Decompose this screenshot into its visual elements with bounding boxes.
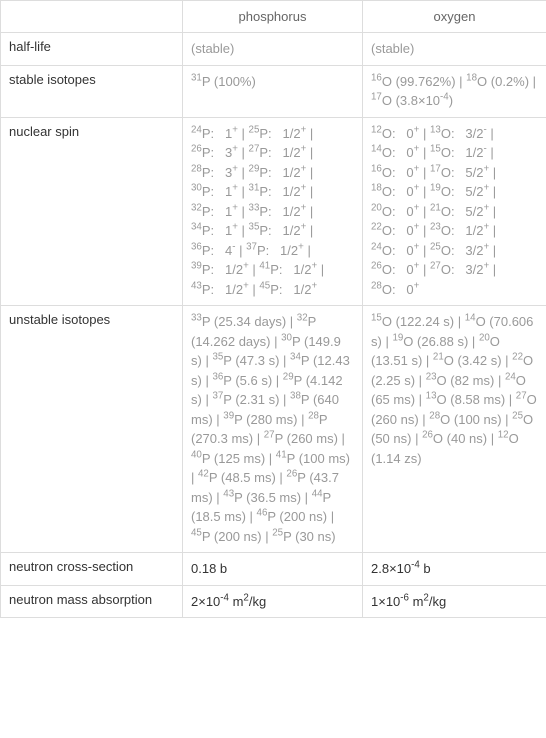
empty-corner-cell xyxy=(1,1,183,33)
nuclear-spin-phosphorus: 24P: 1+ | 25P: 1/2+ | 26P: 3+ | 27P: 1/2… xyxy=(183,117,363,306)
half-life-oxygen: (stable) xyxy=(363,33,546,66)
row-neutron-cross-section: neutron cross-section 0.18 b 2.8×10-4 b xyxy=(1,553,546,586)
unstable-isotopes-phosphorus: 33P (25.34 days) | 32P (14.262 days) | 3… xyxy=(183,306,363,553)
row-label-stable-isotopes: stable isotopes xyxy=(1,65,183,117)
row-stable-isotopes: stable isotopes 31P (100%) 16O (99.762%)… xyxy=(1,65,546,117)
row-half-life: half-life (stable) (stable) xyxy=(1,33,546,66)
row-label-unstable-isotopes: unstable isotopes xyxy=(1,306,183,553)
unstable-isotopes-oxygen: 15O (122.24 s) | 14O (70.606 s) | 19O (2… xyxy=(363,306,546,553)
neutron-cross-section-phosphorus: 0.18 b xyxy=(183,553,363,586)
row-label-neutron-cross-section: neutron cross-section xyxy=(1,553,183,586)
half-life-phosphorus: (stable) xyxy=(183,33,363,66)
row-label-neutron-mass-absorption: neutron mass absorption xyxy=(1,585,183,618)
row-label-nuclear-spin: nuclear spin xyxy=(1,117,183,306)
neutron-cross-section-oxygen: 2.8×10-4 b xyxy=(363,553,546,586)
column-header-oxygen: oxygen xyxy=(363,1,546,33)
row-unstable-isotopes: unstable isotopes 33P (25.34 days) | 32P… xyxy=(1,306,546,553)
row-neutron-mass-absorption: neutron mass absorption 2×10-4 m2/kg 1×1… xyxy=(1,585,546,618)
isotope-table: phosphorus oxygen half-life (stable) (st… xyxy=(0,0,546,618)
neutron-mass-absorption-oxygen: 1×10-6 m2/kg xyxy=(363,585,546,618)
neutron-mass-absorption-phosphorus: 2×10-4 m2/kg xyxy=(183,585,363,618)
table-header-row: phosphorus oxygen xyxy=(1,1,546,33)
column-header-phosphorus: phosphorus xyxy=(183,1,363,33)
row-nuclear-spin: nuclear spin 24P: 1+ | 25P: 1/2+ | 26P: … xyxy=(1,117,546,306)
stable-isotopes-phosphorus: 31P (100%) xyxy=(183,65,363,117)
nuclear-spin-oxygen: 12O: 0+ | 13O: 3/2- | 14O: 0+ | 15O: 1/2… xyxy=(363,117,546,306)
stable-isotopes-oxygen: 16O (99.762%) | 18O (0.2%) | 17O (3.8×10… xyxy=(363,65,546,117)
row-label-half-life: half-life xyxy=(1,33,183,66)
